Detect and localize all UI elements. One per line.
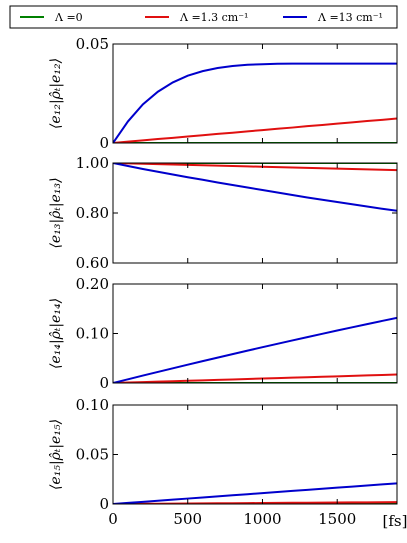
yaxis-label: ⟨e₁₄|ρ̂ₜ|e₁₄⟩ (48, 298, 64, 369)
panel-e12: 0 0.05 ⟨e₁₂|ρ̂ₜ|e₁₂⟩ (48, 35, 398, 152)
panel-e14: 0 0.10 0.20 ⟨e₁₄|ρ̂ₜ|e₁₄⟩ (48, 275, 398, 392)
axes-frame (112, 162, 398, 264)
axes-frame (112, 283, 398, 384)
series-line-1 (113, 117, 397, 143)
legend-frame (9, 5, 398, 29)
yaxis-label: ⟨e₁₃|ρ̂ₜ|e₁₃⟩ (48, 177, 64, 248)
legend-label-1: Λ =1.3 cm⁻¹ (179, 11, 248, 24)
axes-frame (112, 404, 398, 505)
series-group (113, 482, 397, 504)
axes-frame (112, 43, 398, 144)
series-group (113, 316, 397, 383)
series-line-1 (113, 373, 397, 383)
series-line-2 (113, 316, 397, 383)
ytick-label: 1.00 (76, 154, 109, 172)
ytick-label: 0.05 (76, 35, 109, 53)
xaxis-label: [fs] (383, 512, 407, 530)
legend-label-0: Λ =0 (54, 11, 83, 24)
ytick-label: 0.20 (76, 275, 109, 293)
series-line-2 (113, 482, 397, 504)
ytick-label: 0 (99, 495, 109, 513)
ytick-label: 0.80 (76, 204, 109, 222)
series-line-2 (113, 163, 397, 212)
ytick-label: 0.10 (76, 396, 109, 414)
ytick-label: 0 (99, 134, 109, 152)
panel-e15: 0 0.05 0.10 0 500 1000 1500 [fs] ⟨e₁₅|ρ̂ₜ|e₁₅⟩ (48, 396, 407, 530)
ytick-label: 0.05 (76, 446, 109, 464)
yaxis-label: ⟨e₁₅|ρ̂ₜ|e₁₅⟩ (48, 419, 64, 490)
ytick-label: 0 (99, 374, 109, 392)
legend: Λ =0 Λ =1.3 cm⁻¹ Λ =13 cm⁻¹ (9, 5, 398, 29)
series-group (113, 62, 397, 143)
series-group (113, 163, 397, 212)
xtick-label: 1500 (318, 510, 356, 528)
ytick-label: 0.10 (76, 325, 109, 343)
xtick-label: 0 (108, 510, 118, 528)
series-line-1 (113, 163, 397, 172)
xtick-label: 1000 (243, 510, 281, 528)
legend-label-2: Λ =13 cm⁻¹ (317, 11, 383, 24)
xtick-label: 500 (173, 510, 202, 528)
ytick-label: 0.60 (76, 254, 109, 272)
yaxis-label: ⟨e₁₂|ρ̂ₜ|e₁₂⟩ (48, 58, 64, 129)
panel-e13: 0.60 0.80 1.00 ⟨e₁₃|ρ̂ₜ|e₁₃⟩ (48, 154, 398, 272)
series-line-2 (113, 62, 397, 143)
